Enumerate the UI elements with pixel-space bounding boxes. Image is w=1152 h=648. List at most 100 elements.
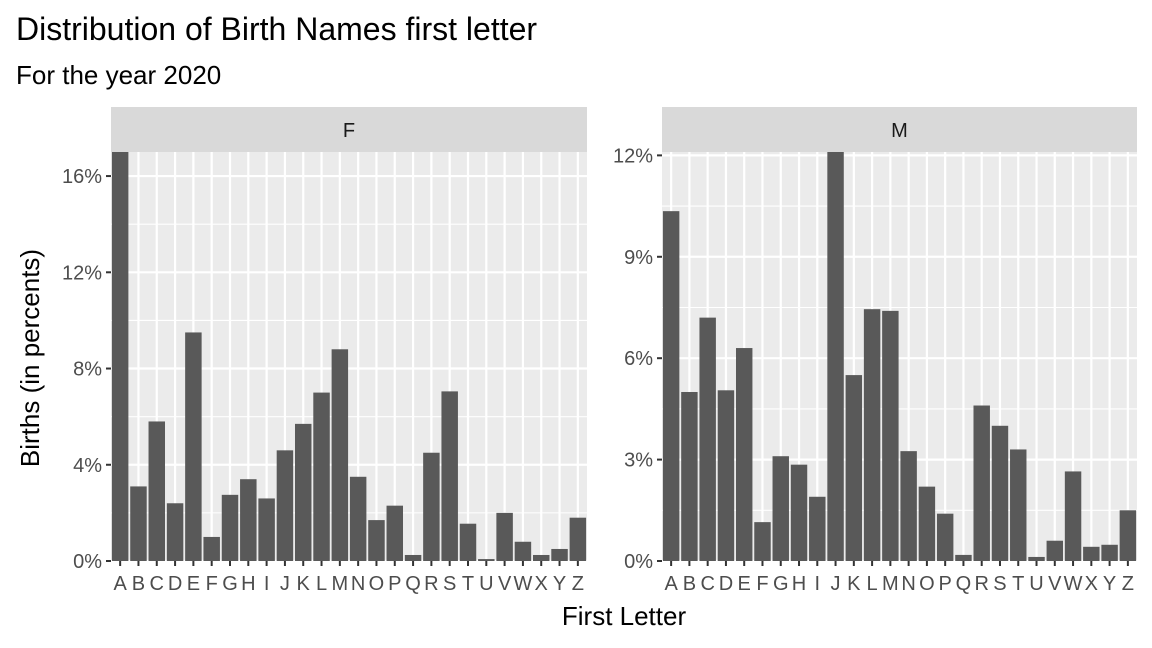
bar-m-n [900,451,917,561]
x-tick-label: B [132,573,145,595]
bar-m-l [863,309,881,561]
chart-subtitle: For the year 2020 [16,60,221,90]
bar-m-j [827,152,844,561]
y-tick-label: 0% [624,551,653,573]
facet-strip-label: M [891,120,908,142]
bar-f-w [514,541,532,561]
bar-m-w [1064,471,1082,561]
facet-strip [111,107,587,152]
x-tick-label: N [901,573,915,595]
y-tick-label: 4% [73,455,102,477]
facet-strip-label: F [343,120,355,142]
y-tick-label: 3% [624,450,653,472]
x-tick-label: Y [553,573,566,595]
bar-f-p [386,505,404,561]
bar-m-y [1101,544,1118,561]
bar-m-h [790,464,808,561]
x-tick-label: S [993,573,1006,595]
y-tick-label: 6% [624,348,653,370]
x-tick-label: A [113,573,127,595]
x-tick-label: E [187,573,200,595]
x-tick-label: J [280,573,290,595]
bar-m-b [681,391,698,561]
x-tick-label: A [664,573,678,595]
x-tick-label: H [792,573,806,595]
bar-m-g [772,456,789,561]
bar-f-q [404,554,422,561]
x-tick-label: X [1085,573,1098,595]
x-tick-label: V [1048,573,1062,595]
x-tick-label: W [513,573,532,595]
y-tick-label: 9% [624,247,653,269]
x-tick-label: S [443,573,456,595]
x-tick-label: Y [1103,573,1116,595]
x-tick-label: L [316,573,327,595]
y-tick-label: 0% [73,551,102,573]
bar-f-u [478,559,495,561]
x-tick-label: Q [956,573,972,595]
x-tick-label: Z [1122,573,1134,595]
x-tick-label: T [1012,573,1024,595]
x-tick-label: U [479,573,493,595]
x-tick-label: M [882,573,899,595]
bar-m-m [882,310,899,561]
x-tick-label: D [168,573,182,595]
bar-f-v [496,512,513,561]
facet-strip [662,107,1137,152]
bar-m-f [754,522,771,561]
facet-panels: F0%4%8%12%16%A B C D E F G H I J K L M N O P Q R S T U V W X Y ZM… [62,107,1137,595]
panel-background [111,152,587,561]
bar-f-t [459,523,477,561]
x-tick-label: O [919,573,935,595]
bar-f-m [331,349,349,561]
x-tick-label: J [831,573,841,595]
bar-f-x [532,554,550,561]
x-tick-label: D [719,573,733,595]
x-tick-label: R [424,573,438,595]
bar-f-i [258,498,275,561]
facet-panel-m: M0%3%6%9%12%A B C D E F G H I J K L M N O P Q R S T U V W X Y Z [613,107,1137,595]
bar-m-o [918,486,936,561]
x-tick-label: R [974,573,988,595]
bar-f-c [148,421,166,561]
x-tick-label: K [847,573,861,595]
bar-f-h [240,479,257,561]
x-tick-label: H [241,573,255,595]
y-tick-label: 12% [62,262,102,284]
x-tick-label: K [297,573,311,595]
bar-m-a [662,211,680,561]
facet-panel-f: F0%4%8%12%16%A B C D E F G H I J K L M N O P Q R S T U V W X Y Z [62,107,587,595]
x-tick-label: W [1064,573,1083,595]
x-tick-label: G [222,573,238,595]
y-tick-label: 12% [613,145,653,167]
bar-f-a [111,152,129,561]
bar-m-t [1010,449,1027,561]
bar-f-d [166,503,184,561]
bar-m-z [1119,510,1137,561]
bar-m-d [717,390,735,561]
x-tick-label: C [150,573,164,595]
x-tick-label: P [939,573,952,595]
bar-m-q [955,554,972,561]
x-tick-label: F [206,573,218,595]
y-tick-label: 8% [73,359,102,381]
chart-title: Distribution of Birth Names first letter [16,11,537,47]
bar-f-b [130,486,147,561]
bar-f-r [423,452,440,561]
bar-f-n [349,476,367,561]
x-tick-label: V [498,573,512,595]
bar-m-i [809,496,826,561]
x-tick-label: U [1029,573,1043,595]
bar-f-z [569,517,587,561]
x-tick-label: I [815,573,821,595]
bar-f-s [441,391,458,561]
bar-f-j [276,450,294,561]
x-tick-label: T [462,573,474,595]
bar-m-c [699,317,716,561]
bar-f-y [551,548,568,561]
x-tick-label: O [369,573,385,595]
x-tick-label: F [756,573,768,595]
bar-f-o [368,520,385,561]
x-tick-label: P [388,573,401,595]
bar-m-p [936,513,954,561]
